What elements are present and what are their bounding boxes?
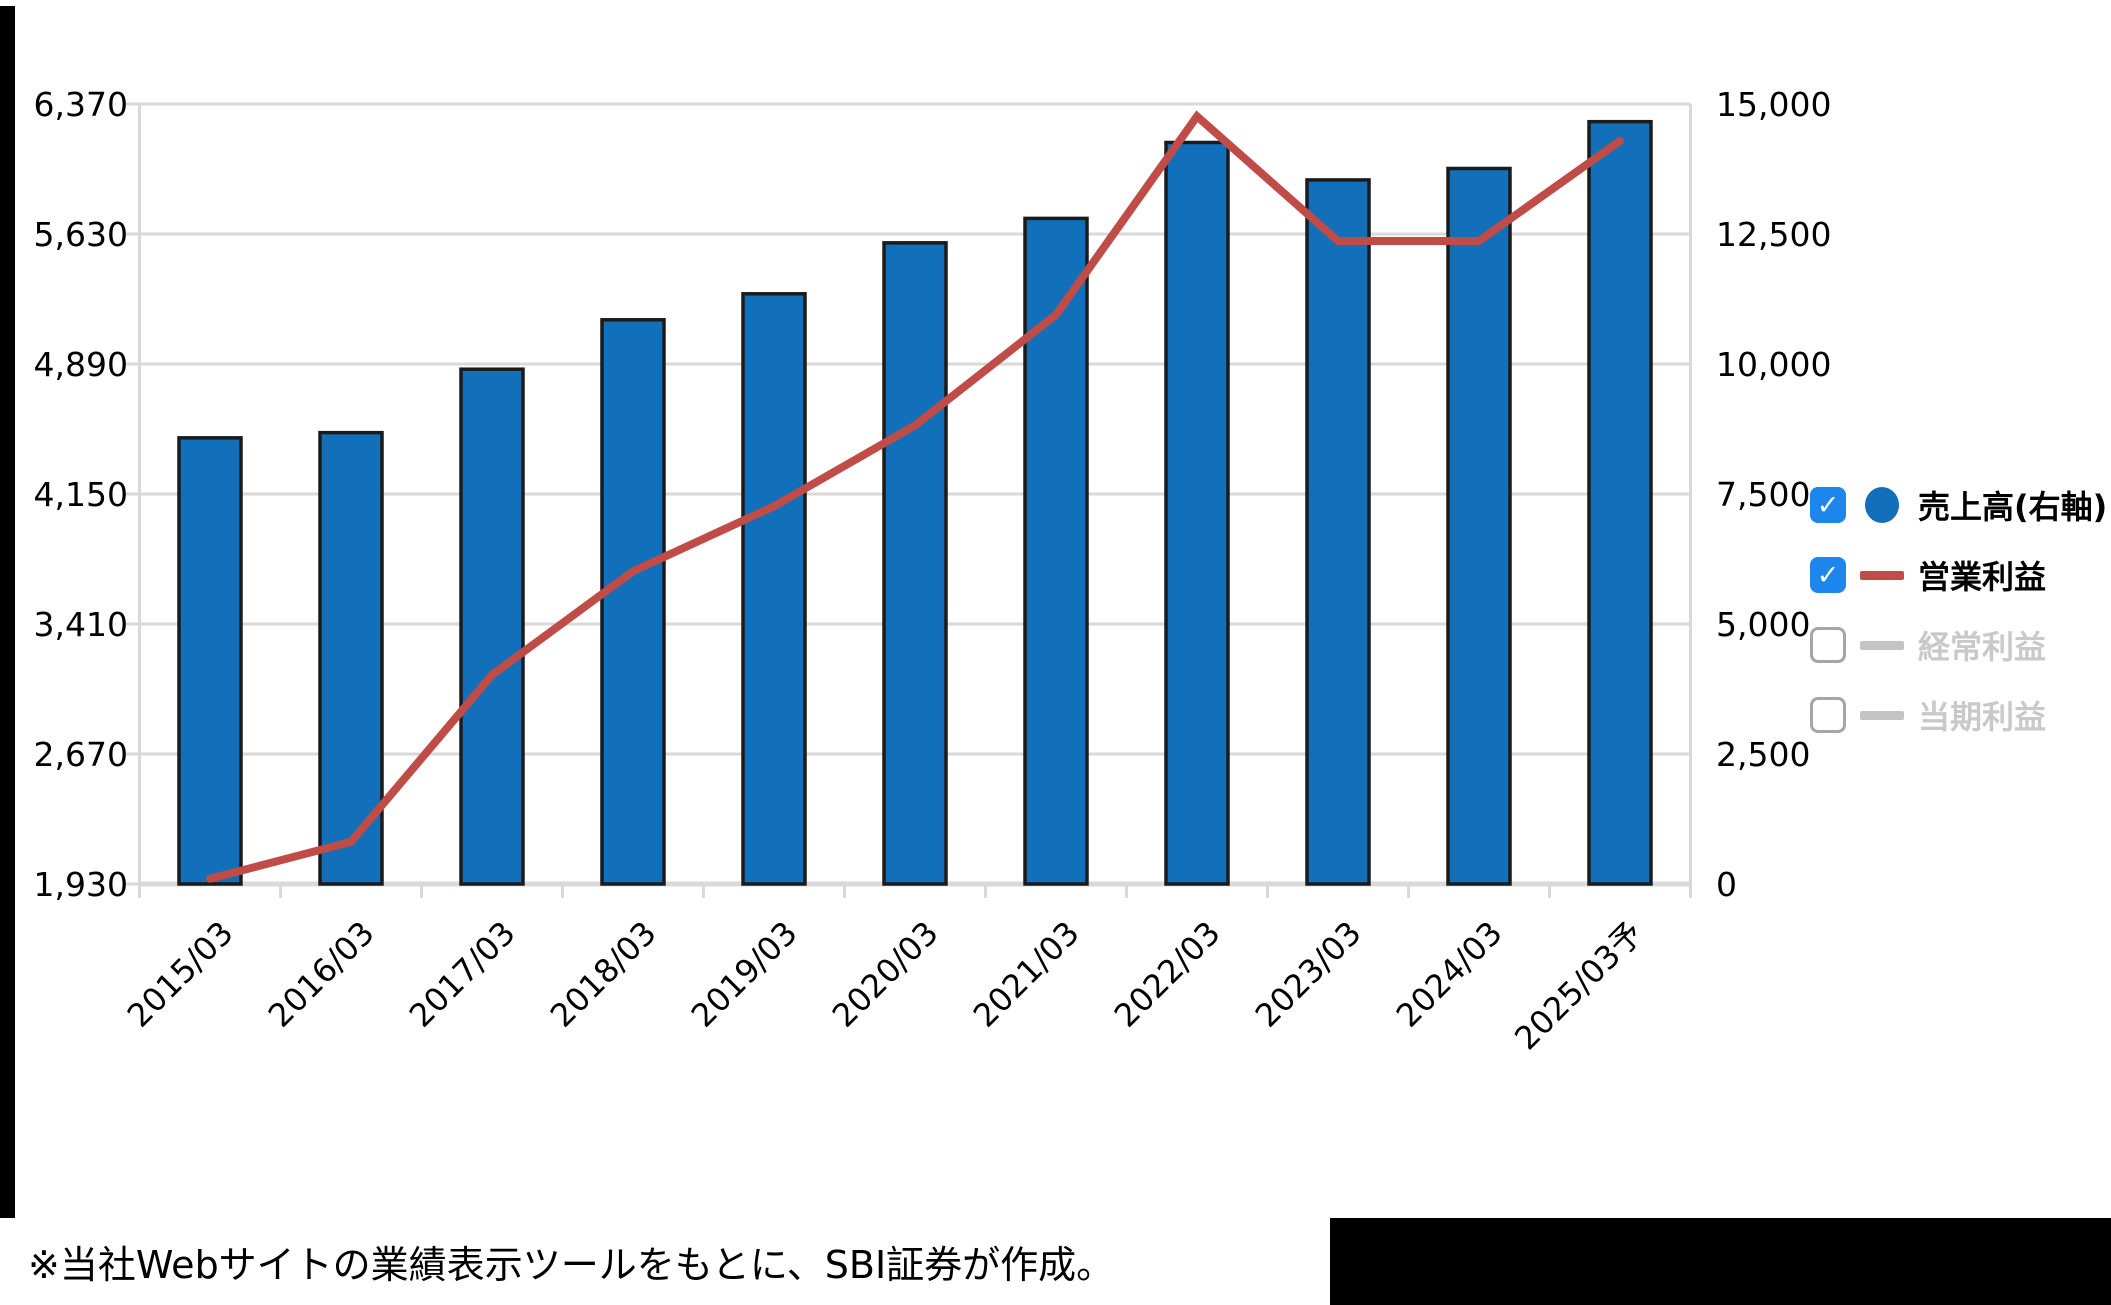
right-axis-label: 5,000 [1716,605,1810,644]
legend-label-net-profit: 当期利益 [1918,698,2047,736]
right-axis-label: 7,500 [1716,475,1810,514]
x-axis-label: 2022/03 [1107,914,1228,1035]
legend-label-operating-profit: 営業利益 [1918,558,2047,596]
x-axis-label: 2025/03予 [1507,914,1651,1058]
left-axis-label: 4,150 [34,475,128,514]
revenue-bar [741,292,807,886]
left-axis-label: 2,670 [34,735,128,774]
legend-label-revenue: 売上高(右軸) [1918,488,2108,526]
ordinary-profit-line-marker [1860,640,1904,650]
bottom-black-panel [1330,1218,2111,1305]
x-axis-label: 2017/03 [402,914,523,1035]
revenue-circle-marker [1865,487,1899,523]
marker-wrap [1859,487,1905,523]
right-axis-label: 15,000 [1716,85,1831,124]
checkbox-checked-icon[interactable] [1810,557,1846,593]
left-axis-label: 6,370 [34,85,128,124]
legend-item-ordinary-profit[interactable]: 経常利益 [1810,610,2110,680]
operating-profit-line-marker [1860,570,1904,580]
revenue-bar [1587,119,1653,886]
source-note: ※当社Webサイトの業績表示ツールをもとに、SBI証券が作成。 [28,1243,1115,1287]
revenue-bar [1164,140,1230,886]
legend-item-net-profit[interactable]: 当期利益 [1810,680,2110,750]
x-axis-label: 2019/03 [684,914,805,1035]
revenue-bar [882,241,948,886]
checkbox-unchecked-icon[interactable] [1810,627,1846,663]
x-axis-label: 2015/03 [120,914,241,1035]
x-axis-label: 2023/03 [1248,914,1369,1035]
x-axis-label: 2018/03 [543,914,664,1035]
right-axis-label: 0 [1716,865,1737,904]
left-axis-label: 5,630 [34,215,128,254]
x-axis-label: 2021/03 [966,914,1087,1035]
marker-wrap [1859,640,1905,650]
legend-item-revenue[interactable]: 売上高(右軸) [1810,470,2110,540]
right-axis-label: 10,000 [1716,345,1831,384]
revenue-bar [600,318,666,886]
legend-label-ordinary-profit: 経常利益 [1918,628,2047,666]
revenue-bar [318,430,384,886]
left-axis-label: 1,930 [34,865,128,904]
operating-profit-line [206,110,1624,883]
x-axis-label: 2020/03 [825,914,946,1035]
net-profit-line-marker [1860,710,1904,720]
checkbox-unchecked-icon[interactable] [1810,697,1846,733]
right-axis-label: 12,500 [1716,215,1831,254]
revenue-bar [1446,166,1512,886]
checkbox-checked-icon[interactable] [1810,487,1846,523]
revenue-bar [177,436,243,886]
marker-wrap [1859,570,1905,580]
left-axis-label: 3,410 [34,605,128,644]
left-axis-label: 4,890 [34,345,128,384]
legend: 売上高(右軸) 営業利益 経常利益 当期利益 [1810,470,2110,750]
right-axis-label: 2,500 [1716,735,1810,774]
source-note-bar: ※当社Webサイトの業績表示ツールをもとに、SBI証券が作成。 [0,1218,1330,1305]
window-left-border [0,6,15,1218]
x-axis-label: 2016/03 [261,914,382,1035]
legend-item-operating-profit[interactable]: 営業利益 [1810,540,2110,610]
revenue-bar [459,367,525,886]
marker-wrap [1859,710,1905,720]
revenue-bar [1023,216,1089,886]
revenue-bar [1305,178,1371,886]
x-axis-label: 2024/03 [1389,914,1510,1035]
